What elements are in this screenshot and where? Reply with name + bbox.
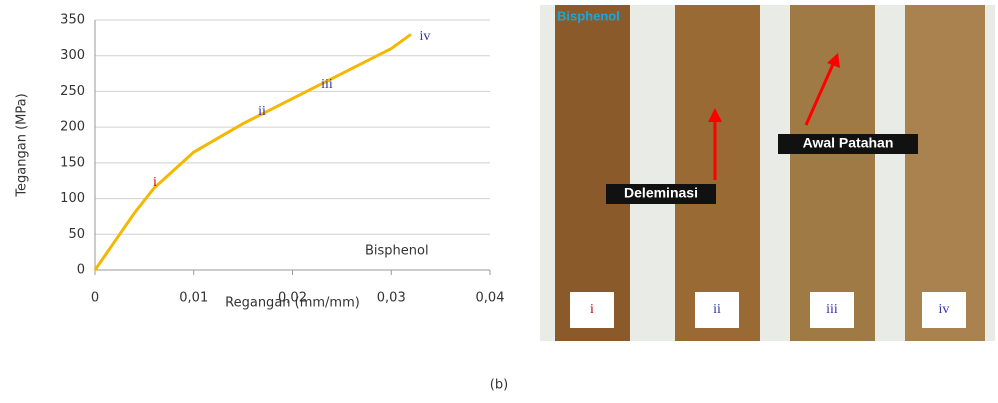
photo-label: ii	[713, 302, 721, 317]
y-tick-label: 50	[68, 227, 85, 242]
chart: 0 50 100 150 200 250 300 350 0 0,01 0,02 0,03 0,04 Re…	[15, 13, 505, 311]
annotation: Deleminasi	[624, 185, 698, 201]
arrow	[804, 61, 836, 126]
label-bg	[778, 134, 918, 154]
arrowhead	[827, 53, 840, 68]
label-box	[810, 292, 854, 328]
x-axis-label: Regangan (mm/mm)	[225, 296, 360, 311]
y-tick-label: 300	[60, 48, 85, 63]
point-annotation: ii	[258, 104, 266, 119]
point-annotation: i	[153, 175, 157, 190]
label-box	[570, 292, 614, 328]
photo-panel: Bisphenol Deleminasi Awal Patahan	[540, 5, 995, 341]
caption: (b)	[490, 378, 508, 393]
x-tick-label: 0,04	[476, 291, 505, 306]
y-tick-label: 200	[60, 120, 85, 135]
point-annotation: iii	[321, 77, 333, 92]
specimen	[790, 5, 875, 341]
photo-title: Bisphenol	[557, 8, 620, 23]
y-axis-label: Tegangan (MPa)	[15, 93, 30, 197]
photo-label: i	[590, 302, 594, 317]
y-tick-label: 250	[60, 84, 85, 99]
x-tick-label: 0	[91, 291, 99, 306]
x-tick-label: 0,01	[179, 291, 208, 306]
photo-label: iv	[939, 302, 950, 317]
legend-label: Bisphenol	[365, 244, 429, 259]
arrowhead	[708, 108, 722, 122]
y-tick-label: 0	[77, 263, 85, 278]
y-tick-label: 100	[60, 191, 85, 206]
x-tick-label: 0,02	[278, 291, 307, 306]
label-box	[922, 292, 966, 328]
photo-label: iii	[826, 302, 838, 317]
label-bg	[606, 184, 716, 204]
specimen	[675, 5, 760, 341]
x-tick-label: 0,03	[377, 291, 406, 306]
label-box	[695, 292, 739, 328]
annotation: Awal Patahan	[803, 135, 894, 151]
y-tick-label: 150	[60, 155, 85, 170]
specimen	[555, 5, 630, 341]
specimen	[905, 5, 985, 341]
y-tick-label: 350	[60, 13, 85, 28]
series-line	[93, 33, 412, 271]
point-annotation: iv	[420, 29, 431, 44]
